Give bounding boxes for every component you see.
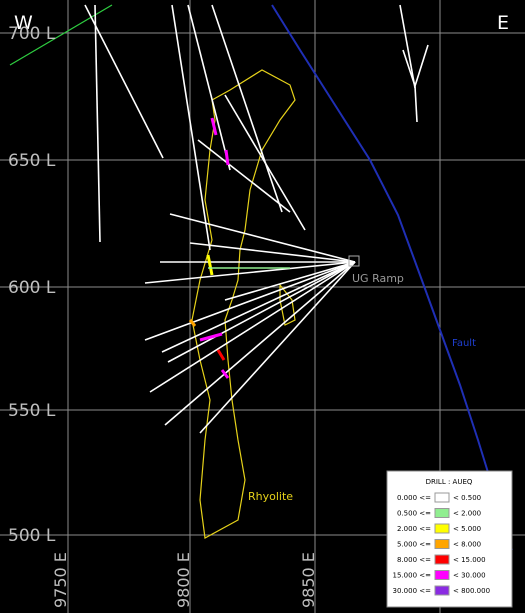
easting-label: 9800 E (174, 552, 193, 608)
legend-swatch (434, 554, 450, 565)
legend-swatch (434, 492, 450, 503)
legend-to: < 30.000 (453, 572, 486, 580)
compass-west: W (14, 12, 33, 34)
drill-hole (164, 261, 356, 426)
legend-swatch (434, 523, 450, 534)
legend-to: < 8.000 (453, 541, 481, 549)
drill-hole (402, 49, 416, 87)
rock-label: Rhyolite (248, 490, 293, 503)
drill-hole (224, 261, 356, 301)
fault-label: Fault (452, 338, 476, 349)
assay-interval (220, 369, 230, 379)
easting-label: 9850 E (299, 552, 318, 608)
ramp-marker (348, 255, 360, 267)
assay-interval (206, 254, 214, 276)
assay-interval (199, 332, 223, 342)
level-label: 600 L (8, 278, 56, 298)
legend: DRILL : AUEQ 0.000 <= < 0.500 0.500 <= < 2.… (386, 470, 513, 608)
drill-hole (187, 4, 231, 171)
drill-hole (167, 261, 356, 363)
compass-east: E (497, 12, 509, 34)
assay-interval (188, 319, 197, 327)
legend-from: 2.000 <= (397, 525, 431, 533)
legend-from: 30.000 <= (393, 587, 432, 595)
legend-from: 5.000 <= (397, 541, 431, 549)
drill-hole (224, 94, 306, 231)
legend-title: DRILL : AUEQ (426, 478, 473, 486)
assay-interval (224, 149, 230, 166)
legend-from: 0.000 <= (397, 494, 431, 502)
assay-intervals (188, 117, 290, 379)
legend-from: 8.000 <= (397, 556, 431, 564)
legend-to: < 800.000 (453, 587, 490, 595)
legend-to: < 0.500 (453, 494, 481, 502)
drill-hole (144, 261, 356, 341)
legend-swatch (434, 508, 450, 518)
level-label: 700 L (8, 24, 56, 44)
drill-hole (149, 261, 356, 393)
legend-to: < 5.000 (453, 525, 481, 533)
drill-hole (171, 4, 211, 251)
legend-to: < 2.000 (453, 510, 481, 518)
level-label: 550 L (8, 401, 56, 421)
legend-swatch (434, 539, 450, 549)
legend-swatch (434, 585, 450, 596)
drill-hole (161, 261, 356, 353)
drill-hole (414, 44, 429, 87)
assay-interval (210, 117, 218, 136)
legend-to: < 15.000 (453, 556, 486, 564)
drill-hole (189, 242, 356, 263)
drill-hole (399, 4, 416, 89)
drill-hole (414, 85, 418, 123)
level-label: 500 L (8, 526, 56, 546)
rhyolite-outline (191, 69, 296, 539)
drill-holes (84, 4, 429, 434)
drill-hole (84, 4, 164, 159)
drill-hole (169, 213, 356, 263)
easting-label: 9750 E (51, 552, 70, 608)
legend-from: 15.000 <= (393, 572, 432, 580)
drill-hole (199, 261, 356, 434)
fault-trace (271, 4, 513, 551)
legend-swatch (434, 570, 450, 580)
assay-interval (216, 349, 226, 361)
level-label: 650 L (8, 151, 56, 171)
drill-hole (94, 4, 101, 243)
drill-hole (211, 4, 283, 213)
legend-from: 0.500 <= (397, 510, 431, 518)
ramp-label: UG Ramp (352, 272, 404, 285)
drill-hole (197, 139, 291, 213)
drill-hole (144, 261, 356, 284)
